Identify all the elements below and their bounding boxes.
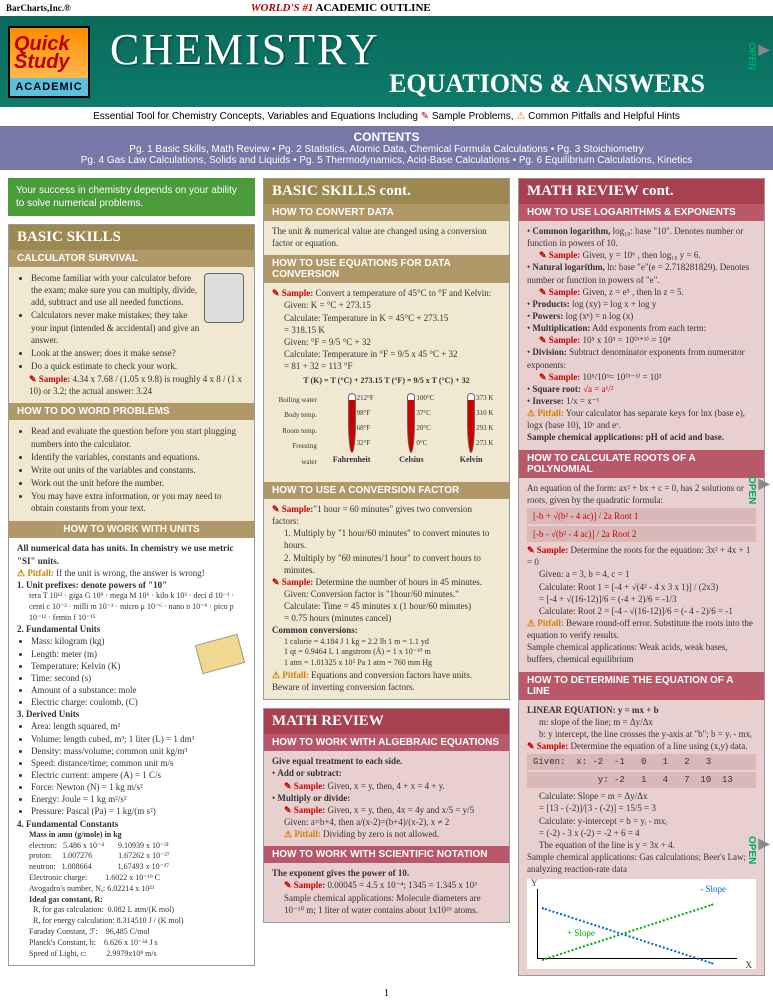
basic-skills-cont-panel: BASIC SKILLS cont. HOW TO CONVERT DATA T… — [263, 178, 510, 700]
pencil-icon: ✎ — [421, 111, 432, 122]
page-number: 1 — [0, 984, 773, 1003]
subheading: Essential Tool for Chemistry Concepts, V… — [0, 107, 773, 126]
deriv-list: Area: length squared, m² Volume: length … — [17, 720, 246, 817]
math-review-panel: MATH REVIEW HOW TO WORK WITH ALGEBRAIC E… — [263, 708, 510, 923]
calculator-icon — [204, 273, 244, 323]
column-2: BASIC SKILLS cont. HOW TO CONVERT DATA T… — [263, 178, 510, 976]
math-review-cont-panel: MATH REVIEW cont. HOW TO USE LOGARITHMS … — [518, 178, 765, 976]
sample-label: Sample: — [29, 374, 70, 384]
word-list: Read and evaluate the question before yo… — [17, 425, 246, 514]
brand-text: BarCharts,Inc.® — [6, 3, 71, 13]
column-3: MATH REVIEW cont. HOW TO USE LOGARITHMS … — [518, 178, 765, 976]
slope-diagram: - Slope + Slope X Y — [527, 879, 756, 969]
panel-title: BASIC SKILLS — [9, 225, 254, 250]
tagline: WORLD'S #1 ACADEMIC OUTLINE — [251, 2, 431, 14]
warning-icon: ⚠ — [516, 111, 525, 122]
top-bar: BarCharts,Inc.® WORLD'S #1 ACADEMIC OUTL… — [0, 0, 773, 16]
thermometer-diagram: Boiling water Body temp. Room temp. Free… — [272, 387, 501, 476]
column-1: Your success in chemistry depends on you… — [8, 178, 255, 976]
units-heading: HOW TO WORK WITH UNITS — [9, 521, 254, 538]
open-tab[interactable]: OPEN — [744, 36, 773, 76]
open-tab-3[interactable]: OPEN — [744, 830, 773, 870]
pitfall-label: Pitfall: — [17, 568, 54, 578]
success-callout: Your success in chemistry depends on you… — [8, 178, 255, 216]
contents-bar: CONTENTS Pg. 1 Basic Skills, Math Review… — [0, 126, 773, 170]
open-tab-2[interactable]: OPEN — [744, 470, 773, 510]
header: Quick Study ACADEMIC CHEMISTRY EQUATIONS… — [0, 16, 773, 107]
word-problems-heading: HOW TO DO WORD PROBLEMS — [9, 403, 254, 420]
quickstudy-logo: Quick Study ACADEMIC — [8, 26, 90, 98]
title-block: CHEMISTRY EQUATIONS & ANSWERS — [90, 24, 765, 99]
basic-skills-panel: BASIC SKILLS CALCULATOR SURVIVAL Become … — [8, 224, 255, 966]
title-main: CHEMISTRY — [110, 24, 765, 75]
calculator-heading: CALCULATOR SURVIVAL — [9, 250, 254, 267]
